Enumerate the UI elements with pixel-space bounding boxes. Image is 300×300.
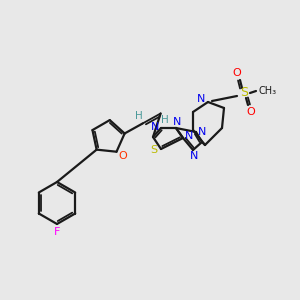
Text: F: F: [54, 227, 60, 237]
Text: O: O: [118, 151, 127, 161]
Text: S: S: [240, 86, 248, 100]
Text: N: N: [197, 94, 205, 104]
Text: H: H: [135, 112, 142, 122]
Text: O: O: [232, 68, 242, 78]
Text: O: O: [247, 107, 255, 117]
Text: N: N: [173, 117, 181, 127]
Text: CH₃: CH₃: [259, 86, 277, 96]
Text: S: S: [150, 145, 158, 155]
Text: H: H: [161, 116, 169, 125]
Text: N: N: [151, 122, 159, 132]
Text: N: N: [198, 127, 206, 137]
Text: N: N: [185, 131, 193, 141]
Text: N: N: [190, 151, 198, 161]
